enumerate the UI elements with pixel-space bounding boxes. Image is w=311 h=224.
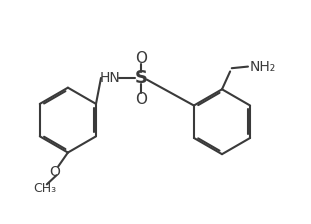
Text: NH₂: NH₂ [250,60,276,73]
Text: HN: HN [100,71,120,85]
Text: CH₃: CH₃ [34,182,57,195]
Text: S: S [134,69,147,87]
Text: O: O [49,165,60,179]
Text: O: O [135,51,147,66]
Text: O: O [135,92,147,107]
